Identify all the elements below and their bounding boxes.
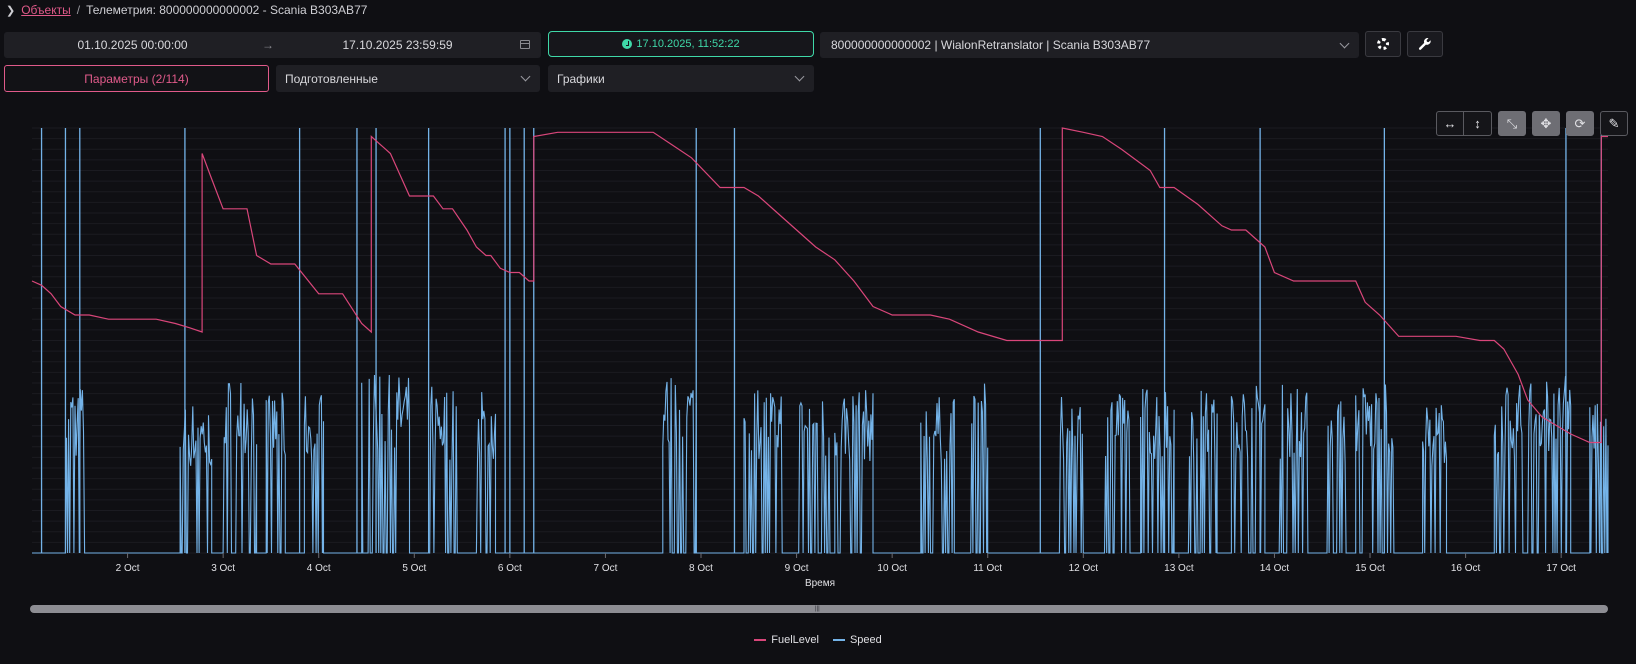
chart-toolbar: ↔ ↕ ⤡ ✥ ⟳ ✎ [1436,111,1628,136]
graphs-select[interactable]: Графики [548,65,814,92]
breadcrumb-separator: / [76,3,81,17]
x-tick-label: 6 Oct [498,563,522,574]
parameters-label: Параметры (2/114) [84,71,189,86]
pan-icon[interactable]: ✥ [1532,111,1560,136]
x-axis-title: Время [805,578,835,589]
legend-swatch-fuel [754,639,767,641]
x-tick-label: 2 Oct [116,563,140,574]
current-time-button[interactable]: 17.10.2025, 11:52:22 [548,31,814,57]
x-tick-label: 12 Oct [1069,563,1099,574]
x-tick-label: 11 Oct [973,563,1002,574]
graphs-select-value: Графики [557,71,605,86]
breadcrumb-current: Телеметрия: 800000000000002 - Scania В30… [86,3,368,17]
tools-button[interactable] [1407,31,1443,57]
legend-item-speed[interactable]: Speed [832,634,882,646]
x-tick-label: 10 Oct [877,563,907,574]
chart-scrollbar[interactable]: ||| [30,605,1608,613]
zoom-x-icon[interactable]: ↔ [1436,111,1464,136]
breadcrumb: ❯ Объекты / Телеметрия: 800000000000002 … [6,3,367,17]
prepared-select[interactable]: Подготовленные [276,65,540,92]
telemetry-chart[interactable]: 2 Oct 3 Oct 4 Oct 5 Oct 6 Oct 7 Oct 8 Oct 9 Oct… [0,116,1636,601]
legend-swatch-speed [832,639,845,641]
arrow-right-icon: → [262,38,274,52]
gear-icon [1377,38,1389,50]
collapse-icon[interactable]: ⤡ [1498,111,1526,136]
x-tick-label: 13 Oct [1164,563,1194,574]
fuel-series-line [31,127,1608,444]
x-tick-label: 15 Oct [1355,563,1385,574]
breadcrumb-objects-link[interactable]: Объекты [21,3,71,17]
speed-series-line [32,374,1609,554]
x-tick-label: 9 Oct [785,563,809,574]
date-from[interactable]: 01.10.2025 00:00:00 [77,38,188,52]
x-tick-label: 5 Oct [402,563,426,574]
prepared-select-value: Подготовленные [285,71,378,86]
x-tick-label: 4 Oct [307,563,331,574]
wrench-icon [1418,38,1431,50]
current-time-label: 17.10.2025, 11:52:22 [636,38,740,50]
x-tick-label: 8 Oct [689,563,713,574]
x-tick-label: 3 Oct [211,563,235,574]
object-select-value: 800000000000002 | WialonRetranslator | S… [831,38,1151,52]
legend-item-fuel[interactable]: FuelLevel [754,634,819,646]
x-tick-label: 17 Oct [1546,563,1576,574]
scroll-grip-icon[interactable]: ||| [815,606,820,612]
calendar-icon[interactable] [520,40,530,49]
clock-icon [622,39,633,49]
zoom-axis-group: ↔ ↕ [1436,111,1492,136]
chevron-down-icon [1339,38,1350,49]
parameters-button[interactable]: Параметры (2/114) [4,65,269,92]
date-range-picker[interactable]: 01.10.2025 00:00:00 → 17.10.2025 23:59:5… [4,32,541,58]
settings-button[interactable] [1365,31,1401,57]
chevron-right-icon: ❯ [6,4,16,17]
x-tick-label: 7 Oct [593,563,617,574]
legend-label-fuel: FuelLevel [771,634,819,646]
ruler-icon[interactable]: ✎ [1600,111,1628,136]
zoom-y-icon[interactable]: ↕ [1464,111,1492,136]
x-tick-label: 14 Oct [1260,563,1290,574]
refresh-icon[interactable]: ⟳ [1566,111,1594,136]
x-tick-label: 16 Oct [1451,563,1481,574]
date-to[interactable]: 17.10.2025 23:59:59 [342,38,453,52]
object-select[interactable]: 800000000000002 | WialonRetranslator | S… [820,32,1359,58]
chart-legend: FuelLevel Speed [0,634,1636,646]
chevron-down-icon [794,71,805,82]
chevron-down-icon [520,71,531,82]
legend-label-speed: Speed [849,634,882,646]
